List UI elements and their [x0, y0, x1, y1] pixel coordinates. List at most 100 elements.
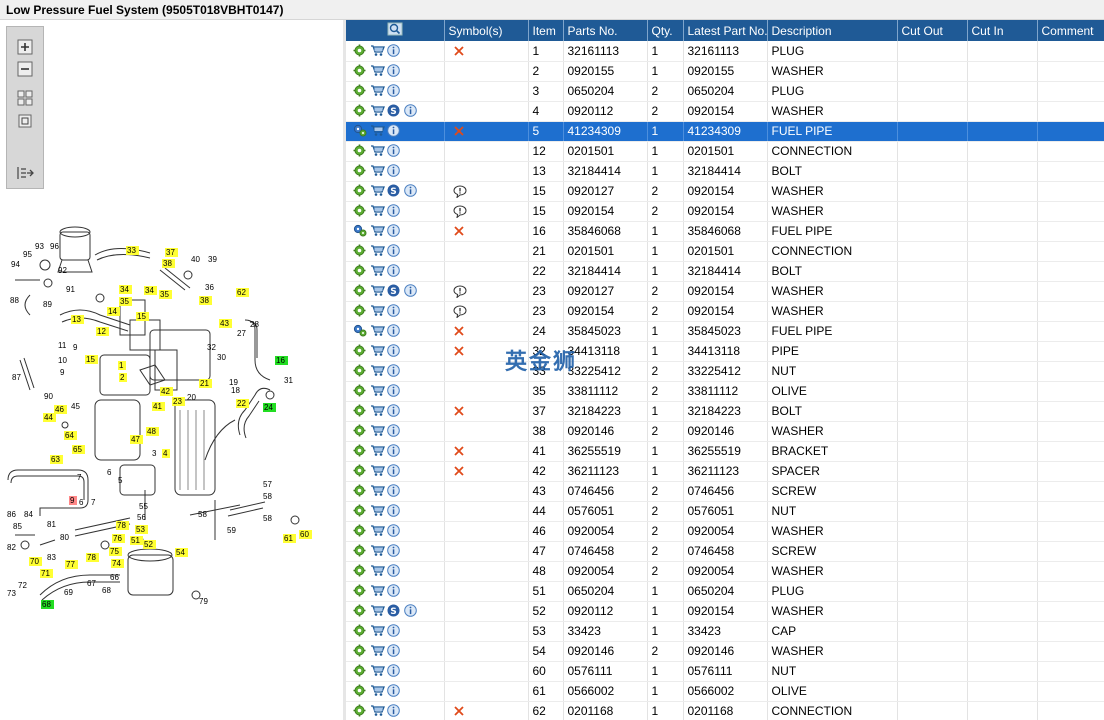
cart-icon[interactable]	[370, 564, 385, 578]
info-icon[interactable]	[387, 264, 401, 278]
callout-13[interactable]: 13	[71, 315, 84, 324]
callout-78[interactable]: 78	[86, 553, 99, 562]
callout-58[interactable]: 58	[198, 510, 207, 519]
cart-icon[interactable]	[370, 384, 385, 398]
not-available-icon[interactable]	[449, 445, 524, 457]
callout-74[interactable]: 74	[111, 559, 124, 568]
callout-32[interactable]: 32	[207, 343, 216, 352]
callout-84[interactable]: 84	[24, 510, 33, 519]
table-row[interactable]: 35 33811112 2 33811112 OLIVE	[346, 381, 1104, 402]
callout-56[interactable]: 56	[137, 513, 146, 522]
callout-46[interactable]: 46	[54, 405, 67, 414]
gear-icon[interactable]	[353, 404, 367, 418]
gears-icon[interactable]	[353, 124, 367, 138]
cart-icon[interactable]	[370, 364, 385, 378]
cart-icon[interactable]	[370, 444, 385, 458]
column-header-qty[interactable]: Qty.	[647, 20, 684, 41]
callout-42[interactable]: 42	[160, 387, 173, 396]
table-row[interactable]: 21 0201501 1 0201501 CONNECTION	[346, 241, 1104, 262]
table-row[interactable]: 15 0920154 2 0920154 WASHER	[346, 201, 1104, 222]
callout-20[interactable]: 20	[187, 393, 196, 402]
cart-icon[interactable]	[370, 184, 385, 198]
callout-2[interactable]: 2	[119, 373, 127, 382]
callout-37[interactable]: 37	[165, 248, 178, 257]
callout-18[interactable]: 18	[231, 386, 240, 395]
callout-35[interactable]: 35	[119, 297, 132, 306]
cart-icon[interactable]	[370, 584, 385, 598]
callout-4[interactable]: 4	[162, 449, 170, 458]
callout-44[interactable]: 44	[43, 413, 56, 422]
callout-5[interactable]: 5	[118, 476, 123, 485]
gear-icon[interactable]	[353, 364, 367, 378]
note-icon[interactable]	[449, 184, 524, 198]
table-row[interactable]: 32 34413118 1 34413118 PIPE	[346, 341, 1104, 362]
callout-79[interactable]: 79	[199, 597, 208, 606]
gear-icon[interactable]	[353, 344, 367, 358]
supersession-icon[interactable]: S	[387, 184, 401, 198]
info-icon[interactable]	[404, 284, 418, 298]
callout-86[interactable]: 86	[7, 510, 16, 519]
table-row[interactable]: 13 32184414 1 32184414 BOLT	[346, 161, 1104, 182]
fit-window-button[interactable]	[14, 111, 36, 131]
cart-icon[interactable]	[370, 144, 385, 158]
callout-61[interactable]: 61	[283, 534, 296, 543]
callout-35[interactable]: 35	[159, 290, 172, 299]
callout-3[interactable]: 3	[152, 449, 157, 458]
not-available-icon[interactable]	[449, 325, 524, 337]
callout-19[interactable]: 19	[229, 378, 238, 387]
info-icon[interactable]	[387, 144, 401, 158]
gear-icon[interactable]	[353, 684, 367, 698]
callout-78[interactable]: 78	[116, 521, 129, 530]
cart-icon[interactable]	[370, 504, 385, 518]
callout-7[interactable]: 7	[77, 473, 82, 482]
info-icon[interactable]	[387, 304, 401, 318]
callout-38[interactable]: 38	[162, 259, 175, 268]
callout-47[interactable]: 47	[130, 435, 143, 444]
gear-icon[interactable]	[353, 664, 367, 678]
table-row[interactable]: 60 0576111 1 0576111 NUT	[346, 661, 1104, 682]
gear-icon[interactable]	[353, 84, 367, 98]
callout-40[interactable]: 40	[191, 255, 200, 264]
gear-icon[interactable]	[353, 44, 367, 58]
table-row[interactable]: 51 0650204 1 0650204 PLUG	[346, 581, 1104, 602]
callout-83[interactable]: 83	[47, 553, 56, 562]
info-icon[interactable]	[387, 344, 401, 358]
cart-icon[interactable]	[370, 484, 385, 498]
info-icon[interactable]	[387, 204, 401, 218]
callout-27[interactable]: 27	[237, 329, 246, 338]
cart-icon[interactable]	[370, 404, 385, 418]
gear-icon[interactable]	[353, 504, 367, 518]
table-row[interactable]: 37 32184223 1 32184223 BOLT	[346, 401, 1104, 422]
cart-icon[interactable]	[370, 424, 385, 438]
table-row[interactable]: 24 35845023 1 35845023 FUEL PIPE	[346, 321, 1104, 342]
cart-icon[interactable]	[370, 224, 385, 238]
callout-60[interactable]: 60	[299, 530, 312, 539]
info-icon[interactable]	[404, 104, 418, 118]
gear-icon[interactable]	[353, 384, 367, 398]
zoom-in-button[interactable]	[14, 37, 36, 57]
info-icon[interactable]	[404, 184, 418, 198]
export-button[interactable]	[14, 163, 36, 183]
column-header-icons[interactable]	[346, 20, 445, 41]
table-row[interactable]: 53 33423 1 33423 CAP	[346, 621, 1104, 642]
table-row[interactable]: 2 0920155 1 0920155 WASHER	[346, 61, 1104, 82]
callout-16[interactable]: 16	[275, 356, 288, 365]
table-row[interactable]: 41 36255519 1 36255519 BRACKET	[346, 441, 1104, 462]
column-header-item[interactable]: Item	[528, 20, 564, 41]
info-icon[interactable]	[387, 124, 401, 138]
callout-48[interactable]: 48	[146, 427, 159, 436]
table-row[interactable]: 22 32184414 1 32184414 BOLT	[346, 261, 1104, 282]
table-row[interactable]: S 4 0920112 2 0920154 WASHER	[346, 101, 1104, 122]
table-row[interactable]: 3 0650204 2 0650204 PLUG	[346, 81, 1104, 102]
callout-34[interactable]: 34	[119, 285, 132, 294]
callout-7[interactable]: 7	[91, 498, 96, 507]
cart-icon[interactable]	[370, 664, 385, 678]
gear-icon[interactable]	[353, 444, 367, 458]
callout-36[interactable]: 36	[205, 283, 214, 292]
callout-91[interactable]: 91	[66, 285, 75, 294]
callout-71[interactable]: 71	[40, 569, 53, 578]
callout-39[interactable]: 39	[208, 255, 217, 264]
callout-43[interactable]: 43	[219, 319, 232, 328]
table-row[interactable]: 38 0920146 2 0920146 WASHER	[346, 421, 1104, 442]
